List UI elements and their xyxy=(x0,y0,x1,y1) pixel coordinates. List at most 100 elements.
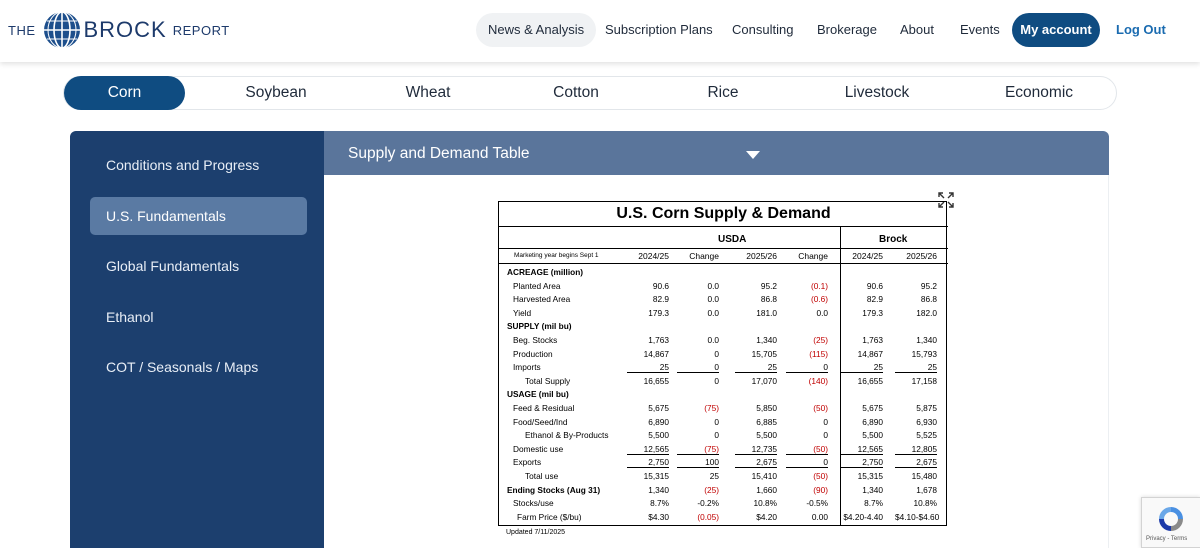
table-cell: (0.6) xyxy=(810,294,828,305)
table-cell: 0.0 xyxy=(707,335,719,345)
table-cell: 6,930 xyxy=(916,416,937,427)
row-label: Harvested Area xyxy=(513,294,571,305)
row-label: Stocks/use xyxy=(513,498,554,509)
table-cell: 14,867 xyxy=(857,348,883,359)
table-cell: 1,678 xyxy=(916,484,937,495)
table-cell: 1,763 xyxy=(862,335,883,345)
tab-livestock[interactable]: Livestock xyxy=(844,84,910,101)
table-cell: 8.7% xyxy=(864,498,883,509)
chevron-down-icon[interactable] xyxy=(746,151,760,159)
sidebar-item-cot-seasonals-maps[interactable]: COT / Seasonals / Maps xyxy=(106,359,259,375)
table-cell: 5,500 xyxy=(862,430,883,441)
table-row: SUPPLY (mil bu) xyxy=(499,321,948,335)
tab-cotton[interactable]: Cotton xyxy=(553,84,599,101)
table-cell: 5,675 xyxy=(648,403,669,413)
table-cell: 12,735 xyxy=(735,444,777,455)
row-label: Farm Price ($/bu) xyxy=(517,511,582,522)
table-cell: 86.8 xyxy=(920,294,937,305)
row-label: Imports xyxy=(513,362,541,373)
table-cell: 2,675 xyxy=(895,457,937,469)
row-label: Planted Area xyxy=(513,280,561,291)
table-cell: (25) xyxy=(704,484,719,495)
table-cell: 0.0 xyxy=(707,294,719,305)
table-cell: 181.0 xyxy=(756,307,777,318)
my-account-button[interactable]: My account xyxy=(1012,13,1100,47)
table-cell: 0 xyxy=(714,375,719,386)
sidebar-item-global-fundamentals[interactable]: Global Fundamentals xyxy=(106,258,240,274)
tab-corn[interactable]: Corn xyxy=(64,76,185,110)
sidebar-item-us-fundamentals[interactable]: U.S. Fundamentals xyxy=(90,197,307,235)
table-cell: 6,890 xyxy=(648,416,669,427)
table-row: Harvested Area 82.9 0.0 86.8 (0.6) 82.9 86.8 xyxy=(499,294,948,308)
table-cell: 179.3 xyxy=(862,307,883,318)
tab-economic[interactable]: Economic xyxy=(1004,84,1074,101)
table-cell: 0.0 xyxy=(816,307,828,318)
table-cell: (0.05) xyxy=(697,511,719,522)
tab-rice[interactable]: Rice xyxy=(707,84,739,101)
table-row: Feed & Residual 5,675 (75) 5,850 (50) 5,675 5,… xyxy=(499,403,948,417)
section-dropdown[interactable]: Supply and Demand Table xyxy=(324,131,1109,175)
section-title: Supply and Demand Table xyxy=(348,145,530,162)
table-cell: (115) xyxy=(809,348,828,359)
table-cell: 0 xyxy=(786,457,828,469)
table-cell: 100 xyxy=(677,457,719,469)
nav-about[interactable]: About xyxy=(900,22,934,37)
table-cell: 25 xyxy=(709,471,719,481)
table-cell: 5,500 xyxy=(648,430,669,441)
table-cell: -0.2% xyxy=(697,498,719,509)
table-row: Total Supply 16,655 0 17,070 (140) 16,655 17,1… xyxy=(499,376,948,390)
row-label: Food/Seed/Ind xyxy=(513,416,568,427)
tab-soybean[interactable]: Soybean xyxy=(245,84,307,101)
table-cell: 1,763 xyxy=(648,335,669,345)
sidebar-item-conditions-progress[interactable]: Conditions and Progress xyxy=(106,157,260,173)
table-cell: 12,805 xyxy=(895,444,937,455)
brock-report-logo[interactable]: THE BROCK REPORT xyxy=(8,10,230,50)
table-row: Exports 2,750 100 2,675 0 2,750 2,675 xyxy=(499,457,948,471)
table-cell: 17,158 xyxy=(911,375,937,386)
nav-consulting[interactable]: Consulting xyxy=(732,22,794,37)
table-row: USAGE (mil bu) xyxy=(499,389,948,403)
table-cell: (75) xyxy=(677,444,719,455)
table-cell: 15,705 xyxy=(751,348,777,359)
table-title: U.S. Corn Supply & Demand xyxy=(616,205,831,222)
table-cell: 14,867 xyxy=(643,348,669,359)
table-cell: (90) xyxy=(813,484,828,495)
table-cell: 5,675 xyxy=(862,403,883,413)
table-cell: 12,565 xyxy=(841,444,883,455)
table-cell: 95.2 xyxy=(920,280,937,291)
table-cell: 8.7% xyxy=(650,498,669,509)
table-cell: (25) xyxy=(813,335,828,345)
globe-icon xyxy=(43,11,80,49)
table-cell: 15,480 xyxy=(911,471,937,481)
sidebar: Conditions and Progress U.S. Fundamental… xyxy=(70,131,324,548)
nav-events[interactable]: Events xyxy=(960,22,1000,37)
table-row: Planted Area 90.6 0.0 95.2 (0.1) 90.6 95.2 xyxy=(499,281,948,295)
table-cell: 2,750 xyxy=(841,457,883,469)
table-cell: 1,340 xyxy=(756,335,777,345)
nav-subscription-plans[interactable]: Subscription Plans xyxy=(605,22,713,37)
table-cell: 0 xyxy=(823,416,828,427)
table-cell: 90.6 xyxy=(652,280,669,291)
recaptcha-icon xyxy=(1159,507,1183,531)
table-cell: 82.9 xyxy=(652,294,669,305)
table-cell: 86.8 xyxy=(760,294,777,305)
logout-link[interactable]: Log Out xyxy=(1116,22,1166,37)
table-row: Stocks/use 8.7% -0.2% 10.8% -0.5% 8.7% 10.8% xyxy=(499,498,948,512)
table-cell: 82.9 xyxy=(866,294,883,305)
recaptcha-badge[interactable]: Privacy - Terms xyxy=(1141,497,1200,548)
content-panel xyxy=(324,175,1109,548)
sidebar-item-ethanol[interactable]: Ethanol xyxy=(106,309,154,325)
table-cell: 0 xyxy=(714,430,719,441)
table-cell: 15,315 xyxy=(857,471,883,481)
nav-news-analysis[interactable]: News & Analysis xyxy=(476,13,597,47)
logo-the-text: THE xyxy=(8,22,36,38)
table-row: ACREAGE (million) xyxy=(499,267,948,281)
table-cell: 25 xyxy=(735,362,777,374)
nav-brokerage[interactable]: Brokerage xyxy=(817,22,877,37)
tab-wheat[interactable]: Wheat xyxy=(405,84,451,101)
expand-icon[interactable] xyxy=(937,191,955,209)
table-row: Ending Stocks (Aug 31) 1,340 (25) 1,660 (90)… xyxy=(499,485,948,499)
col-header: 2025/26 xyxy=(906,251,937,261)
recaptcha-privacy-terms[interactable]: Privacy - Terms xyxy=(1146,536,1188,542)
table-cell: $4.20 xyxy=(756,511,777,522)
